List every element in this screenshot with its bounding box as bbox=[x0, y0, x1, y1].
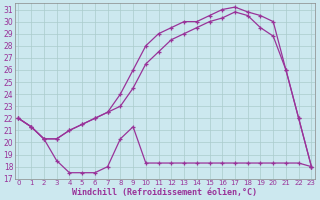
X-axis label: Windchill (Refroidissement éolien,°C): Windchill (Refroidissement éolien,°C) bbox=[72, 188, 257, 197]
